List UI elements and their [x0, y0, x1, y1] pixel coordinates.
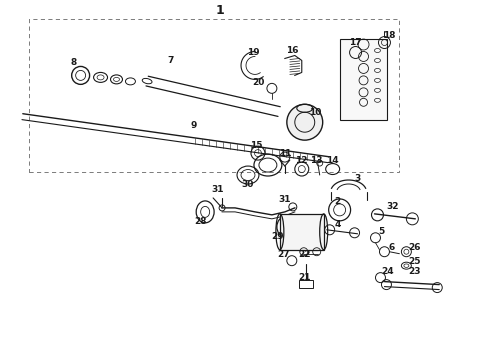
Text: 6: 6	[388, 243, 394, 252]
Text: 18: 18	[383, 31, 396, 40]
Text: 13: 13	[311, 156, 323, 165]
Text: 24: 24	[381, 267, 394, 276]
Text: 32: 32	[386, 202, 399, 211]
Text: 11: 11	[279, 149, 291, 158]
Text: 10: 10	[309, 108, 321, 117]
Text: 7: 7	[167, 56, 173, 65]
Text: 25: 25	[408, 257, 420, 266]
Text: 5: 5	[378, 227, 385, 236]
Text: 20: 20	[252, 78, 264, 87]
Text: 16: 16	[286, 46, 298, 55]
Text: 31: 31	[279, 195, 291, 204]
Text: 4: 4	[335, 220, 341, 229]
Text: 28: 28	[194, 217, 206, 226]
Text: 21: 21	[298, 273, 311, 282]
Bar	[280, 214, 324, 250]
Bar	[340, 39, 388, 120]
Text: 29: 29	[271, 232, 284, 241]
Text: 23: 23	[408, 267, 420, 276]
Text: 12: 12	[294, 156, 307, 165]
Text: 8: 8	[71, 58, 77, 67]
Text: 27: 27	[277, 250, 290, 259]
Text: 17: 17	[349, 38, 362, 47]
Text: 3: 3	[354, 174, 361, 183]
Text: 22: 22	[298, 250, 311, 259]
Circle shape	[287, 104, 323, 140]
Text: 2: 2	[335, 197, 341, 206]
Bar	[29, 19, 399, 172]
Text: 31: 31	[212, 185, 224, 194]
Text: 15: 15	[250, 141, 262, 150]
Text: 14: 14	[326, 156, 339, 165]
Text: 30: 30	[242, 180, 254, 189]
Text: 9: 9	[190, 121, 196, 130]
Text: 19: 19	[246, 48, 259, 57]
Text: 26: 26	[408, 243, 420, 252]
Bar	[299, 280, 313, 288]
Text: 1: 1	[216, 4, 224, 17]
